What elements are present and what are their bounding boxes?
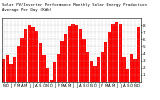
Bar <box>24 29 27 82</box>
Bar <box>119 24 122 82</box>
Bar <box>53 62 56 82</box>
Bar <box>68 26 71 82</box>
Bar <box>46 68 49 82</box>
Bar <box>6 55 9 82</box>
Bar <box>2 59 5 82</box>
Bar <box>71 24 75 82</box>
Bar <box>20 38 24 82</box>
Bar <box>133 59 137 82</box>
Text: Solar PV/Inverter Performance Monthly Solar Energy Production Average Per Day (K: Solar PV/Inverter Performance Monthly So… <box>2 3 146 12</box>
Bar <box>93 66 96 82</box>
Bar <box>86 52 89 82</box>
Bar <box>57 54 60 82</box>
Bar <box>97 57 100 82</box>
Bar <box>60 41 64 82</box>
Bar <box>82 39 86 82</box>
Bar <box>104 42 108 82</box>
Bar <box>79 29 82 82</box>
Bar <box>130 54 133 82</box>
Bar <box>122 57 126 82</box>
Bar <box>35 31 38 82</box>
Bar <box>28 25 31 82</box>
Bar <box>100 52 104 82</box>
Bar <box>9 64 13 82</box>
Bar <box>112 24 115 82</box>
Bar <box>39 43 42 82</box>
Bar <box>115 22 118 82</box>
Bar <box>108 32 111 82</box>
Bar <box>75 25 78 82</box>
Bar <box>13 57 16 82</box>
Bar <box>126 69 129 82</box>
Bar <box>49 80 53 82</box>
Bar <box>137 26 140 82</box>
Bar <box>17 46 20 82</box>
Bar <box>64 34 67 82</box>
Bar <box>31 26 35 82</box>
Bar <box>42 55 45 82</box>
Bar <box>90 61 93 82</box>
